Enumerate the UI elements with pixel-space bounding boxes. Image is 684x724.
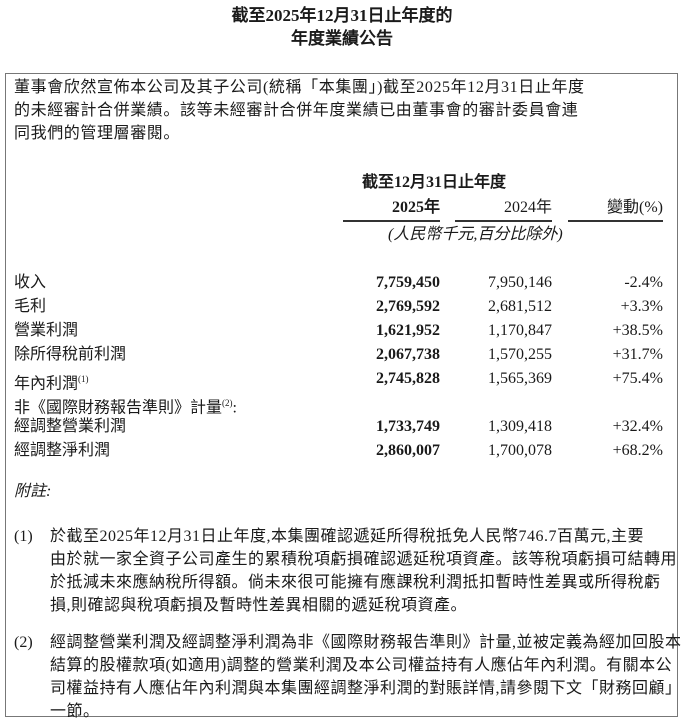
column-rule <box>568 220 663 222</box>
value-2025: 2,769,592 <box>376 298 440 315</box>
value-change: -2.4% <box>624 274 663 291</box>
value-2024: 1,170,847 <box>488 322 552 339</box>
note-marker: (2) <box>14 634 33 651</box>
value-change: +32.4% <box>612 418 663 435</box>
note-line: 由於就一家全資子公司產生的累積稅項虧損確認遞延稅項資產。該等稅項虧損可結轉用 <box>50 551 678 568</box>
row-label-text: 收入 <box>14 274 47 291</box>
row-label: 收入 <box>14 273 46 293</box>
row-label-text: 除所得稅前利潤 <box>14 346 127 363</box>
value-2025: 1,621,952 <box>376 322 440 339</box>
intro-line: 同我們的管理層審閱。 <box>14 125 181 142</box>
value-2024: 1,570,255 <box>488 346 552 363</box>
footnote-ref: (1) <box>78 374 89 384</box>
non-ifrs-sup: (2) <box>222 398 233 408</box>
intro-line: 的未經審計合併業績。該等未經審計合併年度業績已由董事會的審計委員會連 <box>14 102 579 119</box>
value-2024: 1,700,078 <box>488 442 552 459</box>
value-change: +68.2% <box>612 442 663 459</box>
title-line-2: 年度業績公告 <box>291 29 393 48</box>
column-rule <box>343 220 440 222</box>
note-line: 經調整營業利潤及經調整淨利潤為非《國際財務報告準則》計量,並被定義為經加回股本 <box>50 634 682 651</box>
row-label: 營業利潤 <box>14 321 78 341</box>
value-2025: 7,759,450 <box>376 274 440 291</box>
note-line: 於抵減未來應納稅所得額。倘未來很可能擁有應課稅利潤抵扣暫時性差異或所得稅虧 <box>50 574 661 591</box>
value-2025: 2,745,828 <box>376 370 440 387</box>
notes-heading: 附註: <box>14 483 52 500</box>
title-line-1: 截至2025年12月31日止年度的 <box>231 6 453 25</box>
value-2025: 1,733,749 <box>376 418 440 435</box>
note-line: 結算的股權款項(如適用)調整的營業利潤及本公司權益持有人應佔年內利潤。有關本公 <box>50 657 673 674</box>
note-line: 於截至2025年12月31日止年度,本集團確認遞延所得稅抵免人民幣746.7百萬… <box>50 528 645 545</box>
column-rule <box>455 220 552 222</box>
note-line: 司權益持有人應佔年內利潤與本集團經調整淨利潤的對賬詳情,請參閱下文「財務回顧」 <box>50 680 682 697</box>
value-2025: 2,860,007 <box>376 442 440 459</box>
row-label: 年內利潤(1) <box>14 369 89 394</box>
value-2025: 2,067,738 <box>376 346 440 363</box>
value-2024: 1,565,369 <box>488 370 552 387</box>
value-2024: 7,950,146 <box>488 274 552 291</box>
value-change: +75.4% <box>612 370 663 387</box>
row-label-text: 經調整營業利潤 <box>14 418 127 435</box>
results-box <box>5 73 678 717</box>
note-line: 損,則確認與稅項虧損及暫時性差異相關的遞延稅項資產。 <box>50 597 468 614</box>
non-ifrs-suffix: : <box>232 399 237 417</box>
row-label: 經調整淨利潤 <box>14 441 110 461</box>
row-label: 毛利 <box>14 297 46 317</box>
column-header-change: 變動(%) <box>607 199 663 216</box>
column-header-2024: 2024年 <box>503 199 552 216</box>
non-ifrs-header: 非《國際財務報告準則》計量(2): <box>14 393 237 418</box>
value-change: +31.7% <box>612 346 663 363</box>
row-label-text: 毛利 <box>14 298 47 315</box>
row-label: 除所得稅前利潤 <box>14 345 126 365</box>
value-2024: 2,681,512 <box>488 298 552 315</box>
non-ifrs-label: 非《國際財務報告準則》計量 <box>14 399 223 417</box>
row-label-text: 經調整淨利潤 <box>14 442 111 459</box>
intro-line: 董事會欣然宣佈本公司及其子公司(統稱「本集團」)截至2025年12月31日止年度 <box>14 79 585 96</box>
column-header-2025: 2025年 <box>391 199 440 216</box>
unit-note: (人民幣千元,百分比除外) <box>388 226 563 243</box>
note-line: 一節。 <box>50 703 100 720</box>
row-label-text: 營業利潤 <box>14 322 79 339</box>
period-header: 截至12月31日止年度 <box>362 174 507 191</box>
row-label-text: 年內利潤 <box>14 375 79 393</box>
note-marker: (1) <box>14 528 33 545</box>
value-2024: 1,309,418 <box>488 418 552 435</box>
value-change: +38.5% <box>612 322 663 339</box>
row-label: 經調整營業利潤 <box>14 417 126 437</box>
value-change: +3.3% <box>620 298 663 315</box>
